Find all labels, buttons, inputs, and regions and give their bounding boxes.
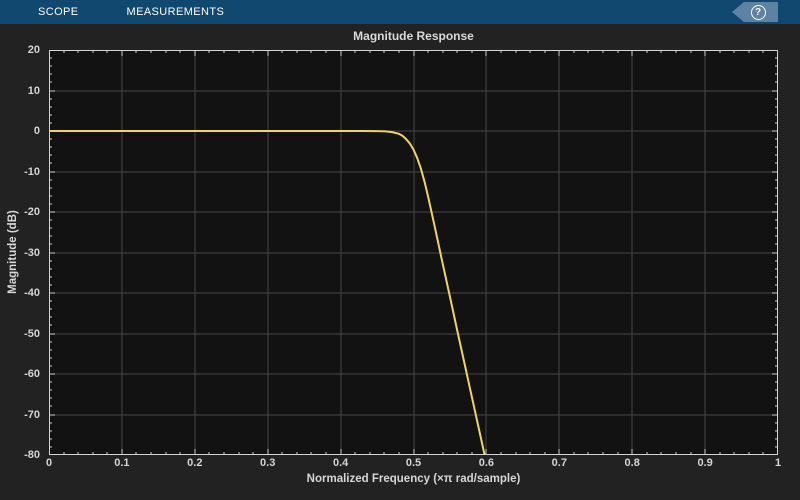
- x-axis-label: Normalized Frequency (×π rad/sample): [306, 473, 521, 485]
- x-tick-label: 0.5: [405, 457, 422, 469]
- expand-toolstrip-button[interactable]: ?: [732, 2, 778, 22]
- x-tick-label: 0.2: [187, 457, 203, 469]
- axes-border: [49, 50, 778, 455]
- x-tick-label: 0: [45, 457, 53, 469]
- tab-scope[interactable]: SCOPE: [38, 6, 79, 18]
- y-tick-label: 10: [27, 84, 40, 97]
- x-tick-label: 0.3: [260, 457, 276, 469]
- y-tick-label: -30: [24, 246, 40, 259]
- x-tick-label: 0.4: [332, 457, 349, 469]
- tab-measurements[interactable]: MEASUREMENTS: [126, 6, 225, 18]
- chart-title: Magnitude Response: [353, 29, 474, 43]
- magnitude-response-curve: [49, 130, 486, 455]
- y-tick-label: -70: [24, 408, 40, 421]
- y-tick-label: -60: [24, 368, 40, 380]
- plot-area: [49, 50, 778, 455]
- y-tick-label: -10: [24, 165, 40, 178]
- toolstrip: SCOPE MEASUREMENTS ?: [0, 0, 800, 24]
- x-tick-label: 0.8: [624, 457, 640, 469]
- x-tick-label: 0.7: [551, 457, 567, 469]
- help-icon[interactable]: ?: [750, 4, 766, 20]
- y-axis-label: Magnitude (dB): [7, 210, 19, 294]
- x-tick-label: 0.6: [478, 457, 495, 469]
- y-tick-label: -80: [24, 449, 40, 461]
- x-tick-label: 0.1: [114, 457, 130, 469]
- x-tick-label: 0.9: [697, 457, 713, 469]
- y-tick-label: -20: [24, 206, 40, 218]
- y-tick-label: 20: [27, 44, 40, 56]
- y-tick-label: 0: [33, 125, 40, 137]
- grid: [49, 50, 778, 455]
- y-tick-label: -40: [24, 287, 40, 299]
- magnitude-response-figure: Magnitude Response 0 0.1 0.2 0.3 0.4 0.5 0.6 0.…: [0, 24, 800, 500]
- x-tick-label: 1: [774, 457, 782, 469]
- y-tick-label: -50: [24, 327, 40, 340]
